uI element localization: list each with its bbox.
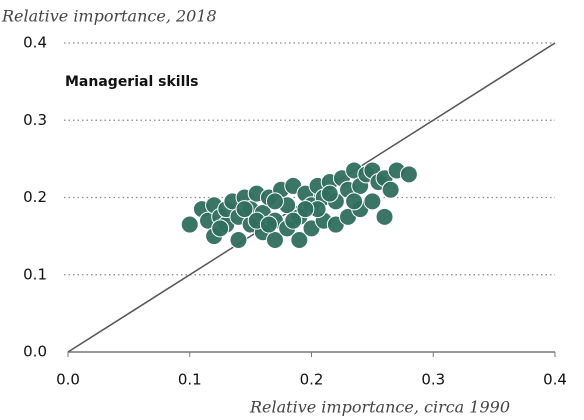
x-tick-label: 0.2 — [300, 371, 324, 389]
x-tick-label: 0.0 — [56, 371, 80, 389]
point — [235, 200, 254, 219]
point — [399, 165, 418, 184]
point — [290, 230, 309, 249]
x-axis-label: Relative importance, circa 1990 — [249, 398, 510, 417]
point — [345, 192, 364, 211]
point — [229, 230, 248, 249]
y-tick-label: 0.1 — [23, 265, 47, 283]
x-tick-label: 0.1 — [178, 371, 202, 389]
y-tick-label: 0.4 — [23, 34, 47, 52]
y-tick-label: 0.2 — [23, 188, 47, 206]
y-tick-label: 0.3 — [23, 111, 47, 129]
point — [180, 215, 199, 234]
point — [375, 207, 394, 226]
point — [265, 192, 284, 211]
subtitle: Managerial skills — [65, 74, 199, 90]
point — [381, 180, 400, 199]
x-tick-label: 0.4 — [543, 371, 567, 389]
point — [284, 211, 303, 230]
point — [320, 184, 339, 203]
point — [296, 200, 315, 219]
point — [265, 230, 284, 249]
point — [211, 219, 230, 238]
chart-title: Relative importance, 2018 — [1, 7, 217, 26]
x-tick-label: 0.3 — [421, 371, 445, 389]
y-tick-label: 0.0 — [23, 343, 47, 361]
point — [363, 192, 382, 211]
point — [259, 215, 278, 234]
